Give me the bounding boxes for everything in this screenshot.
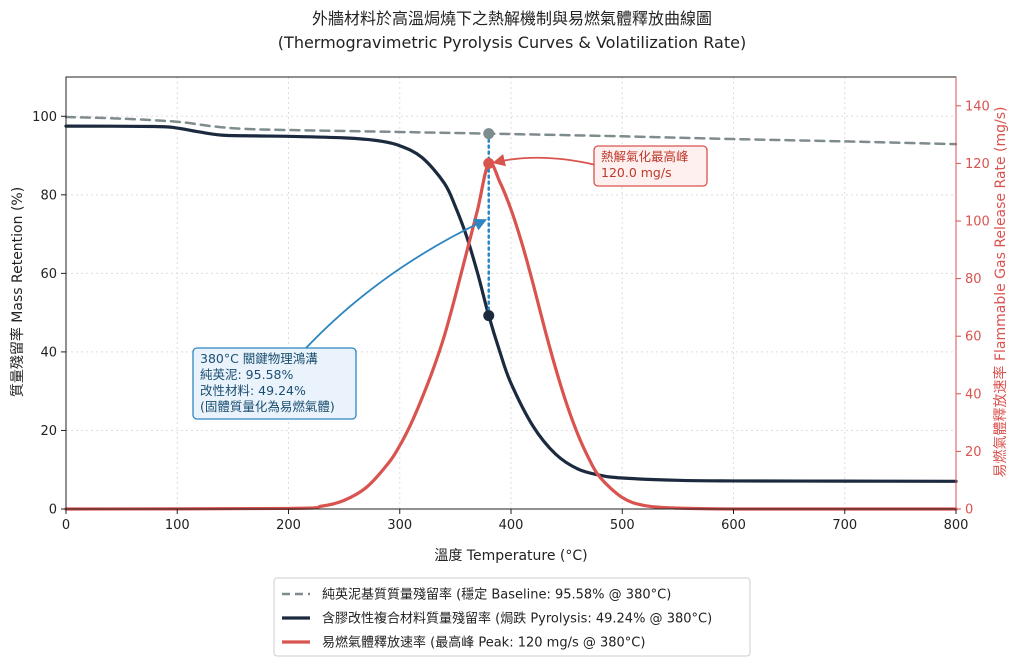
y-tick-label-right: 60 [965,330,982,345]
axes: 0 100 200 300 400 500 600 700 800020406080100020… [32,76,990,533]
y-tick-label-right: 80 [965,272,982,287]
gap-arrow [305,218,488,349]
y-tick-label-left: 80 [40,188,57,203]
y-axis-label-right: 易燃氣體釋放速率 Flammable Gas Release Rate (mg/… [992,107,1009,478]
marker-layer [483,128,495,322]
legend-item-baseline: 純英泥基質質量殘留率 (穩定 Baseline: 95.58% @ 380°C) [322,587,671,603]
y-tick-label-right: 0 [965,503,973,518]
series-layer [64,115,958,511]
x-tick-label: 400 [499,518,524,533]
gas-peak-arrow [492,154,597,167]
y-tick-label-right: 120 [965,157,990,172]
marker-baseline-380 [483,128,495,140]
x-axis-label: 溫度 Temperature (°C) [434,548,587,564]
chart-title: 外牆材料於高溫焗燒下之熱解機制與易燃氣體釋放曲線圖 [312,9,712,28]
marker-gas-peak-380 [483,157,495,169]
gap-box [192,347,357,420]
gas-peak-text: 熱解氣化最高峰 [601,149,689,164]
y-tick-label-right: 100 [965,215,990,230]
x-tick-label: 0 [62,518,70,533]
legend: 純英泥基質質量殘留率 (穩定 Baseline: 95.58% @ 380°C)… [273,577,751,657]
gap-text: 380°C 關鍵物理鴻溝 [200,351,318,366]
marker-pyrolysis-380 [483,310,495,322]
y-axis-label-left: 質量殘留率 Mass Retention (%) [9,187,26,397]
y-tick-label-left: 0 [49,503,57,518]
gap-text: (固體質量化為易燃氣體) [200,399,335,414]
gas-peak-text: 120.0 mg/s [601,165,672,180]
chart-subtitle: (Thermogravimetric Pyrolysis Curves & Vo… [278,33,746,52]
gas-peak-box [593,145,708,187]
x-tick-label: 200 [276,518,301,533]
x-tick-label: 700 [832,518,857,533]
y-tick-label-left: 60 [40,267,57,282]
y-tick-label-right: 140 [965,99,990,114]
x-tick-label: 100 [165,518,190,533]
x-tick-label: 300 [387,518,412,533]
y-tick-label-right: 20 [965,445,982,460]
x-tick-label: 600 [721,518,746,533]
y-tick-label-left: 40 [40,345,57,360]
series-line-gas-release [64,160,958,511]
gap-text: 純英泥: 95.58% [200,367,293,382]
x-tick-label: 800 [944,518,969,533]
legend-item-gas-release: 易燃氣體釋放速率 (最高峰 Peak: 120 mg/s @ 380°C) [322,635,645,651]
series-line-baseline [64,115,958,146]
y-tick-label-left: 100 [32,110,57,125]
legend-item-pyrolysis: 含膠改性複合材料質量殘留率 (焗跌 Pyrolysis: 49.24% @ 38… [322,611,712,627]
series-line-pyrolysis [64,124,958,483]
y-tick-label-right: 40 [965,387,982,402]
legend-box [273,577,751,657]
x-tick-label: 500 [610,518,635,533]
gap-text: 改性材料: 49.24% [200,383,306,398]
y-tick-label-left: 20 [40,424,57,439]
